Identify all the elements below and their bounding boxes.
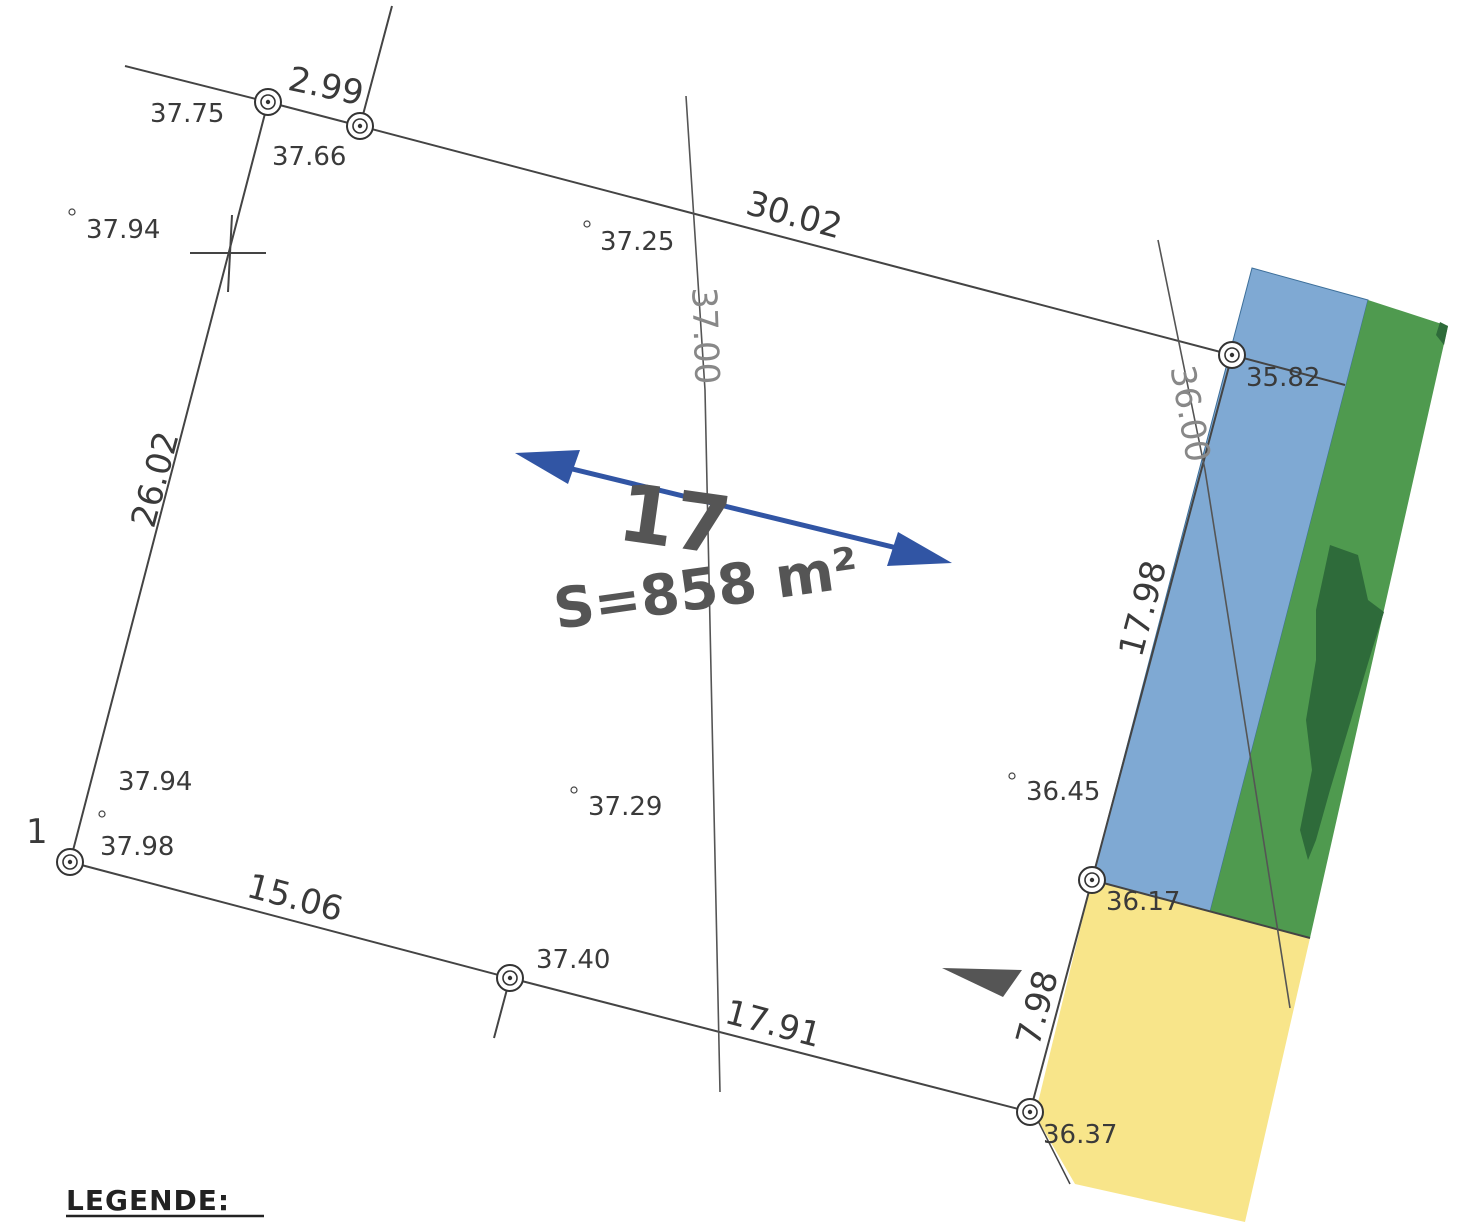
elevation-label: 37.75 <box>150 99 224 129</box>
elevation-label: 36.17 <box>1106 887 1180 917</box>
contour-label-center: 37.00 <box>683 286 726 385</box>
spot-dot <box>68 208 76 216</box>
elevation-label: 35.82 <box>1246 363 1320 393</box>
yellow-lower-left-edge <box>1034 1114 1071 1185</box>
elevation-label: 36.37 <box>1043 1120 1117 1150</box>
contour-label-right: 36.00 <box>1162 362 1218 465</box>
legend-title: LEGENDE: <box>66 1184 230 1217</box>
elevation-label: 37.94 <box>86 215 160 245</box>
spot-dot <box>1008 772 1016 780</box>
spot-dot <box>583 220 591 228</box>
elevation-label: 37.25 <box>600 227 674 257</box>
elevation-label: 36.45 <box>1026 777 1100 807</box>
survey-marker <box>346 112 374 140</box>
yellow-top-line <box>1091 879 1311 939</box>
survey-marker <box>254 88 282 116</box>
dark-green-edge <box>1436 322 1448 345</box>
yellow-area <box>1035 880 1310 1222</box>
survey-marker <box>56 848 84 876</box>
survey-marker <box>1016 1098 1044 1126</box>
triangle-marker <box>942 968 1022 997</box>
contour-37 <box>685 95 721 1093</box>
survey-marker <box>1078 866 1106 894</box>
dim-top: 30.02 <box>742 183 846 247</box>
spot-dot <box>570 786 578 794</box>
orientation-arrow <box>515 450 952 566</box>
elevation-label: 37.94 <box>118 767 192 797</box>
survey-marker <box>1218 341 1246 369</box>
elevation-label: 37.98 <box>100 832 174 862</box>
top-ext-up <box>359 5 393 127</box>
elevation-label: 37.40 <box>536 945 610 975</box>
dim-left: 26.02 <box>124 427 188 531</box>
spot-dot <box>98 810 106 818</box>
dim-top-short: 2.99 <box>285 59 367 114</box>
cross-v <box>227 214 233 293</box>
right-ext <box>1231 354 1346 386</box>
dark-green-patch <box>1300 545 1384 860</box>
contour-36 <box>1157 239 1291 1009</box>
lot-number: 17 <box>613 466 736 574</box>
elevation-label: 37.29 <box>588 792 662 822</box>
top-ext-left <box>124 65 269 103</box>
elevation-label: 37.66 <box>272 142 346 172</box>
corner-number: 1 <box>26 812 48 852</box>
lot-boundary <box>68 101 1234 1114</box>
survey-marker <box>496 964 524 992</box>
